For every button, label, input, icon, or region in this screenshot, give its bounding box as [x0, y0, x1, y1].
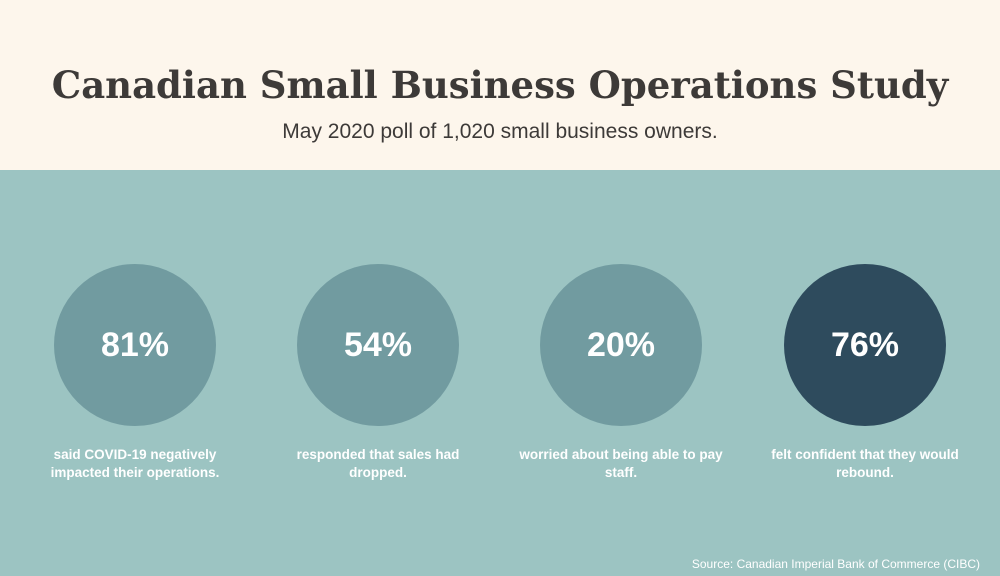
stat-value: 81% [100, 325, 170, 364]
stat-circle: 54% [297, 264, 459, 426]
stats-panel: 81% said COVID-19 negatively impacted th… [0, 170, 1000, 576]
stat-value: 76% [830, 325, 900, 364]
stat-caption: felt confident that they would rebound. [771, 447, 959, 480]
header: Canadian Small Business Operations Study… [0, 0, 1000, 170]
page-subtitle: May 2020 poll of 1,020 small business ow… [282, 120, 718, 143]
page-title: Canadian Small Business Operations Study [51, 63, 949, 107]
stat-circle: 20% [540, 264, 702, 426]
stat-caption: responded that sales had dropped. [296, 447, 460, 480]
stat-circle: 81% [54, 264, 216, 426]
stat-card-sales-dropped: 54% responded that sales had dropped. [268, 264, 488, 482]
stat-card-pay-staff: 20% worried about being able to pay staf… [511, 264, 731, 482]
stat-card-rebound: 76% felt confident that they would rebou… [755, 264, 975, 482]
source-note: Source: Canadian Imperial Bank of Commer… [691, 557, 980, 571]
stat-value: 54% [343, 325, 413, 364]
stat-card-covid-impact: 81% said COVID-19 negatively impacted th… [25, 264, 245, 482]
stat-value: 20% [586, 325, 656, 364]
stat-caption: said COVID-19 negatively impacted their … [50, 447, 220, 480]
stat-circle: 76% [784, 264, 946, 426]
stat-caption: worried about being able to pay staff. [519, 447, 723, 480]
